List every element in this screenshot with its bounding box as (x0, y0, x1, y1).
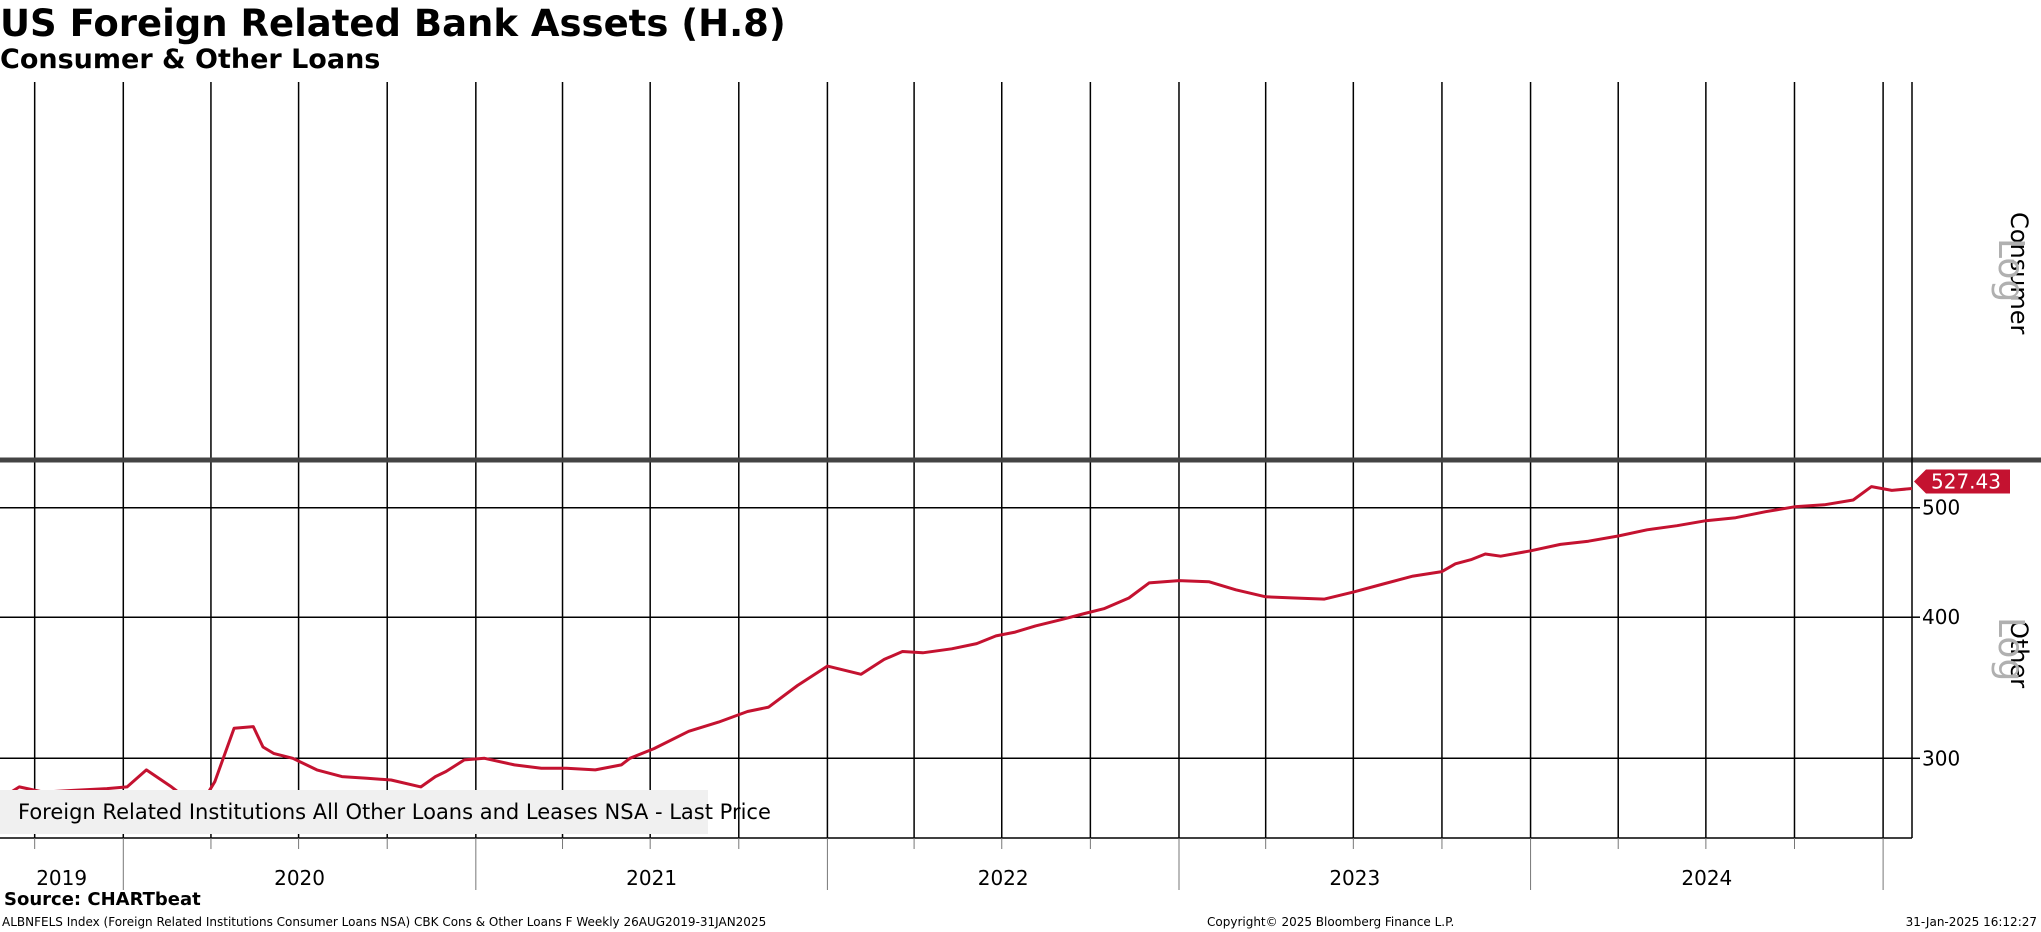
last-value-label: 527.43 (1931, 470, 2001, 494)
horizontal-gridlines (0, 506, 1912, 760)
legend-label: Foreign Related Institutions All Other L… (18, 800, 771, 824)
y-tick-label: 300 (1922, 746, 1960, 770)
top-scale-label: Log (1990, 238, 2031, 302)
x-axis-ticks (34, 838, 1884, 890)
last-value-marker: 527.43 (1914, 469, 2010, 494)
last-value-tag (1914, 469, 2010, 494)
x-tick-label: 2024 (1681, 866, 1732, 890)
page-title: US Foreign Related Bank Assets (H.8) (0, 2, 786, 45)
ticker-description: ALBNFELS Index (Foreign Related Institut… (2, 915, 767, 929)
bottom-axis-title: Other (2005, 620, 2033, 688)
bottom-scale-label: Log (1990, 617, 2031, 681)
y-tick-label: 500 (1922, 496, 1960, 520)
legend: Foreign Related Institutions All Other L… (0, 790, 771, 834)
y-tick-label: 400 (1922, 605, 1960, 629)
x-tick-label: 2022 (978, 866, 1029, 890)
source-label: Source: CHARTbeat (4, 889, 201, 910)
copyright: Copyright© 2025 Bloomberg Finance L.P. (1207, 915, 1455, 929)
series-line (0, 485, 1913, 803)
y-axis-labels: 300 400 500 (1912, 496, 1960, 770)
timestamp: 31-Jan-2025 16:12:27 (1905, 915, 2037, 929)
x-tick-label: 2020 (274, 866, 325, 890)
x-tick-label: 2021 (626, 866, 677, 890)
x-axis-labels: 2019 2020 2021 2022 2023 2024 (36, 866, 1732, 890)
x-tick-label: 2023 (1329, 866, 1380, 890)
page-subtitle: Consumer & Other Loans (0, 44, 381, 75)
top-axis-title: Consumer (2005, 212, 2033, 335)
x-tick-label: 2019 (36, 866, 87, 890)
